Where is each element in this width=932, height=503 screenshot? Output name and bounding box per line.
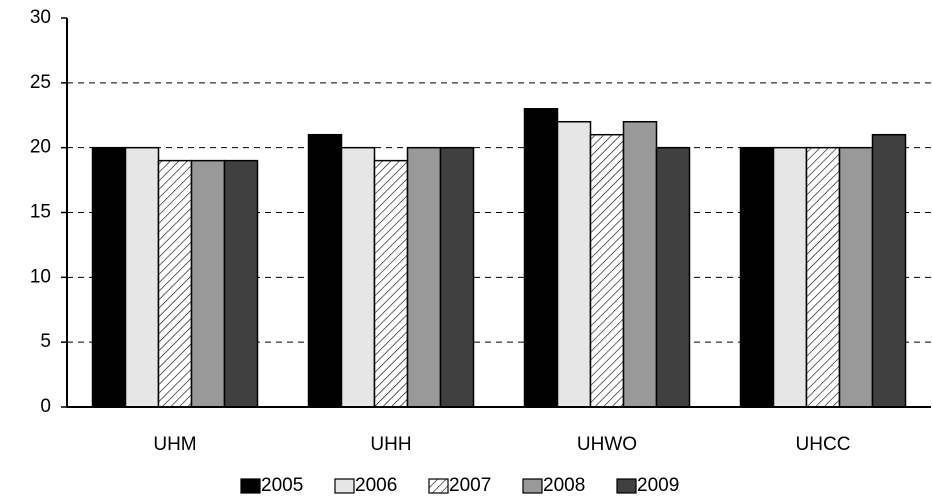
bar bbox=[739, 146, 775, 408]
legend-swatch bbox=[240, 478, 261, 494]
bar bbox=[805, 146, 841, 408]
bar bbox=[157, 159, 193, 408]
y-tick-label: 10 bbox=[30, 266, 51, 287]
legend-swatch bbox=[334, 478, 355, 494]
legend-swatch bbox=[522, 478, 543, 494]
y-tick-label: 20 bbox=[30, 137, 51, 158]
bar bbox=[871, 133, 907, 408]
bar bbox=[223, 159, 259, 408]
bar bbox=[373, 159, 409, 408]
bar bbox=[838, 146, 874, 408]
y-tick-label: 15 bbox=[30, 202, 51, 223]
bar bbox=[307, 133, 343, 408]
y-tick-label: 25 bbox=[30, 72, 51, 93]
legend-swatch bbox=[616, 478, 637, 494]
x-tick-label: UHCC bbox=[796, 434, 851, 455]
bar bbox=[556, 120, 592, 408]
bar bbox=[655, 146, 691, 408]
legend-label: 2006 bbox=[355, 475, 397, 496]
y-tick-label: 5 bbox=[40, 331, 51, 352]
bar bbox=[523, 108, 559, 408]
bar bbox=[622, 120, 658, 408]
legend-label: 2005 bbox=[261, 475, 303, 496]
bar bbox=[124, 146, 160, 408]
x-tick-label: UHH bbox=[370, 434, 411, 455]
bar bbox=[589, 133, 625, 408]
x-tick-label: UHM bbox=[153, 434, 196, 455]
bar bbox=[406, 146, 442, 408]
bar bbox=[91, 146, 127, 408]
bar bbox=[772, 146, 808, 408]
bar bbox=[190, 159, 226, 408]
bar bbox=[340, 146, 376, 408]
x-tick-label: UHWO bbox=[577, 434, 637, 455]
legend-swatch bbox=[428, 478, 449, 494]
legend-label: 2008 bbox=[543, 475, 585, 496]
legend-label: 2009 bbox=[637, 475, 679, 496]
y-tick-label: 30 bbox=[30, 7, 51, 28]
legend-label: 2007 bbox=[449, 475, 491, 496]
bar bbox=[439, 146, 475, 408]
y-tick-label: 0 bbox=[40, 396, 51, 417]
